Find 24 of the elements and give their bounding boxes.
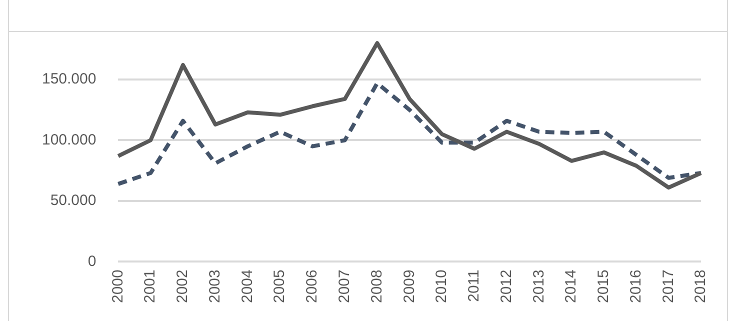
y-tick-label: 100.000	[42, 131, 96, 148]
x-tick-label: 2006	[304, 270, 321, 304]
x-tick-label: 2016	[627, 270, 644, 304]
x-tick-label: 2003	[206, 270, 224, 304]
x-tick-label: 2007	[336, 270, 353, 304]
y-tick-label: 150.000	[42, 70, 96, 88]
x-tick-label: 2012	[498, 270, 515, 304]
x-tick-label: 2009	[400, 270, 418, 304]
y-tick-label: 0	[88, 252, 96, 270]
y-tick-label: 50.000	[50, 192, 96, 210]
x-tick-label: 2017	[660, 270, 677, 304]
x-tick-label: 2011	[466, 270, 483, 302]
x-tick-label: 2008	[368, 270, 386, 304]
x-tick-label: 2005	[271, 270, 288, 304]
x-tick-label: 2015	[595, 270, 612, 304]
x-tick-label: 2018	[692, 270, 710, 304]
x-tick-label: 2013	[530, 270, 548, 304]
x-tick-label: 2010	[433, 270, 450, 304]
x-tick-label: 2004	[238, 270, 256, 304]
x-tick-label: 2001	[142, 270, 159, 304]
x-tick-label: 2014	[562, 270, 580, 304]
x-tick-label: 2000	[109, 270, 126, 304]
x-tick-label: 2002	[174, 270, 192, 304]
line-series	[116, 81, 703, 186]
